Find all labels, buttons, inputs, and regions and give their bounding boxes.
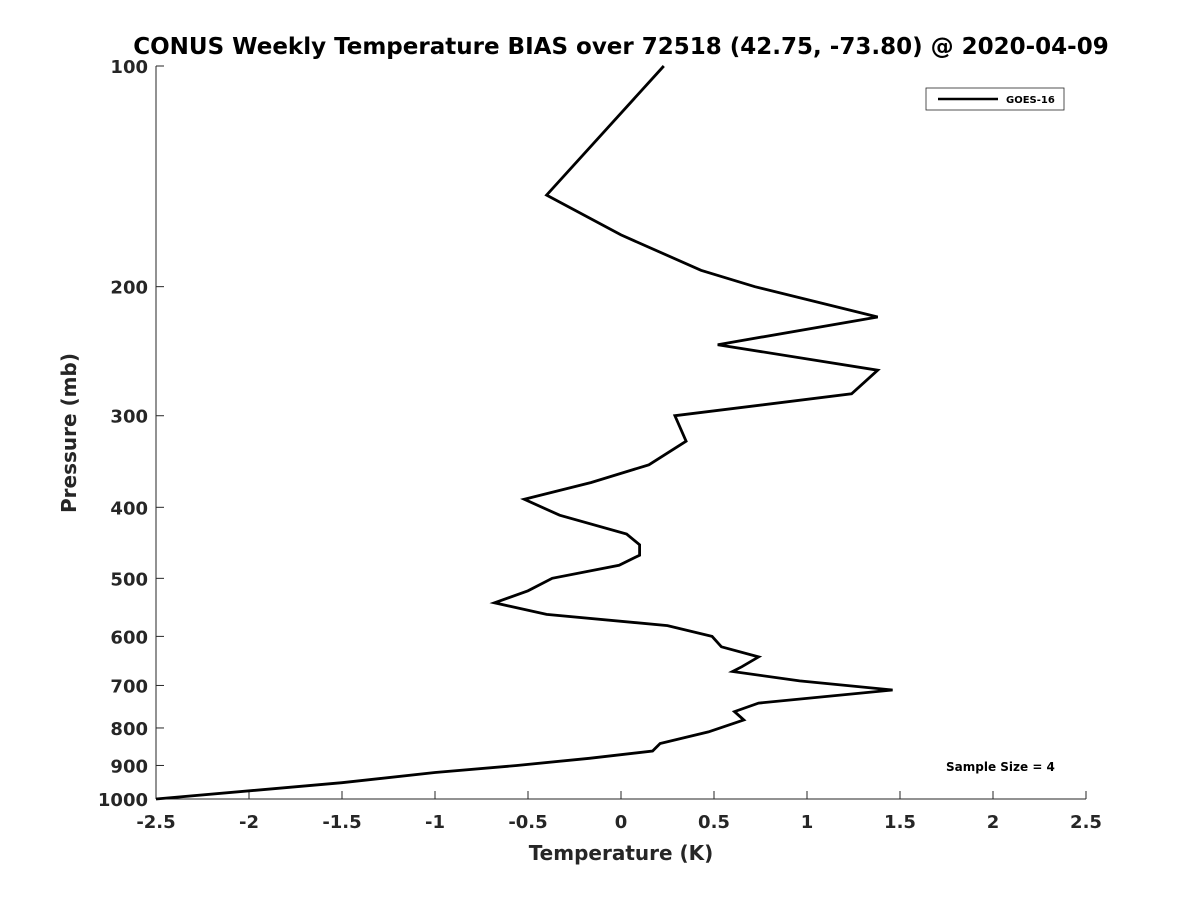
x-tick-label: 0	[615, 812, 628, 833]
y-axis-label: Pressure (mb)	[57, 353, 81, 513]
x-tick-label: -1.5	[322, 812, 361, 833]
y-tick-label: 600	[110, 627, 148, 648]
x-tick-label: 1	[801, 812, 814, 833]
series-layer	[155, 65, 893, 801]
x-tick-label: 2.5	[1070, 812, 1102, 833]
chart-title: CONUS Weekly Temperature BIAS over 72518…	[133, 34, 1108, 60]
x-tick-label: -1	[425, 812, 445, 833]
legend: GOES-16	[925, 87, 1065, 111]
x-tick-label: 2	[987, 812, 1000, 833]
y-tick-label: 500	[110, 569, 148, 590]
x-axis-label: Temperature (K)	[529, 841, 714, 865]
x-axis: -2.5 -2 -1.5 -1 -0.5 0 0.5 1 1.5 2 2.5	[136, 791, 1102, 833]
y-axis: 100 200 300 400 500 600 700 800 900 1000	[98, 57, 164, 811]
y-tick-label: 900	[110, 756, 148, 777]
legend-label-goes-16: GOES-16	[1006, 95, 1055, 106]
y-tick-label: 800	[110, 719, 148, 740]
x-tick-label: -2.5	[136, 812, 175, 833]
y-tick-label: 700	[110, 676, 148, 697]
series-line-goes-16	[155, 65, 893, 801]
y-tick-label: 400	[110, 498, 148, 519]
y-tick-label: 1000	[98, 790, 148, 811]
x-tick-label: 0.5	[698, 812, 730, 833]
x-tick-label: 1.5	[884, 812, 916, 833]
y-tick-label: 100	[110, 57, 148, 78]
x-tick-label: -0.5	[508, 812, 547, 833]
sample-size-annotation: Sample Size = 4	[946, 760, 1055, 774]
y-tick-label: 300	[110, 407, 148, 428]
y-tick-label: 200	[110, 278, 148, 299]
x-tick-label: -2	[239, 812, 259, 833]
